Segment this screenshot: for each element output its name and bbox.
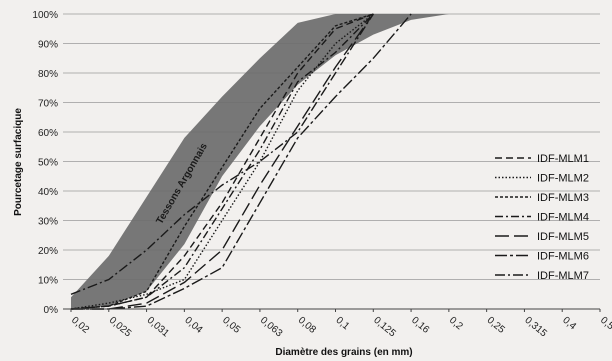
y-tick-label: 70% xyxy=(38,99,58,110)
series-line xyxy=(70,13,374,295)
legend-label: IDF-MLM1 xyxy=(537,153,589,165)
series-line xyxy=(70,13,374,310)
y-axis-label: Pourcetage surfacique xyxy=(13,108,24,216)
y-tick-label: 90% xyxy=(38,40,58,51)
legend-label: IDF-MLM5 xyxy=(537,231,589,243)
series-line xyxy=(70,13,374,310)
legend-label: IDF-MLM2 xyxy=(537,173,589,185)
y-tick-label: 10% xyxy=(38,276,58,287)
band-area xyxy=(71,14,449,309)
series-line xyxy=(70,13,374,310)
y-tick-label: 30% xyxy=(38,217,58,228)
legend-label: IDF-MLM3 xyxy=(537,192,589,204)
y-tick-label: 60% xyxy=(38,128,58,139)
legend: IDF-MLM1 IDF-MLM2 IDF-MLM3 IDF-MLM4 IDF-MLM5… xyxy=(495,153,589,282)
series-group xyxy=(70,13,412,310)
y-tick-label: 20% xyxy=(38,246,58,257)
x-axis-label: Diamètre des grains (en mm) xyxy=(275,347,412,358)
y-tick-label: 80% xyxy=(38,69,58,80)
legend-label: IDF-MLM6 xyxy=(537,251,589,263)
legend-label: IDF-MLM4 xyxy=(537,212,589,224)
y-tick-label: 0% xyxy=(44,305,59,316)
y-tick-label: 50% xyxy=(38,158,58,169)
series-line xyxy=(71,13,374,310)
y-tick-label: 40% xyxy=(38,187,58,198)
y-tick-label: 100% xyxy=(32,10,58,21)
series-line xyxy=(71,13,412,310)
legend-label: IDF-MLM7 xyxy=(537,270,589,282)
